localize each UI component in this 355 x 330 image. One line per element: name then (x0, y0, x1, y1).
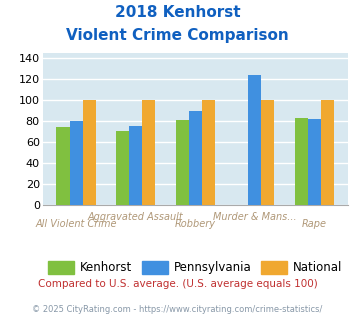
Text: © 2025 CityRating.com - https://www.cityrating.com/crime-statistics/: © 2025 CityRating.com - https://www.city… (32, 305, 323, 314)
Bar (295, 118, 308, 205)
Text: Violent Crime Comparison: Violent Crime Comparison (66, 28, 289, 43)
Text: Murder & Mans...: Murder & Mans... (213, 212, 297, 222)
Legend: Kenhorst, Pennsylvania, National: Kenhorst, Pennsylvania, National (44, 256, 347, 279)
Bar (308, 119, 321, 205)
Text: Aggravated Assault: Aggravated Assault (88, 212, 184, 222)
Bar (83, 100, 96, 205)
Bar (70, 121, 83, 205)
Bar (142, 100, 155, 205)
Bar (261, 100, 274, 205)
Text: Compared to U.S. average. (U.S. average equals 100): Compared to U.S. average. (U.S. average … (38, 279, 317, 289)
Bar (202, 100, 215, 205)
Text: 2018 Kenhorst: 2018 Kenhorst (115, 5, 240, 20)
Bar (56, 127, 70, 205)
Bar (176, 120, 189, 205)
Bar (248, 75, 261, 205)
Bar (321, 100, 334, 205)
Bar (116, 131, 129, 205)
Bar (129, 126, 142, 205)
Text: Rape: Rape (302, 219, 327, 229)
Text: All Violent Crime: All Violent Crime (36, 219, 117, 229)
Bar (189, 112, 202, 205)
Text: Robbery: Robbery (175, 219, 216, 229)
